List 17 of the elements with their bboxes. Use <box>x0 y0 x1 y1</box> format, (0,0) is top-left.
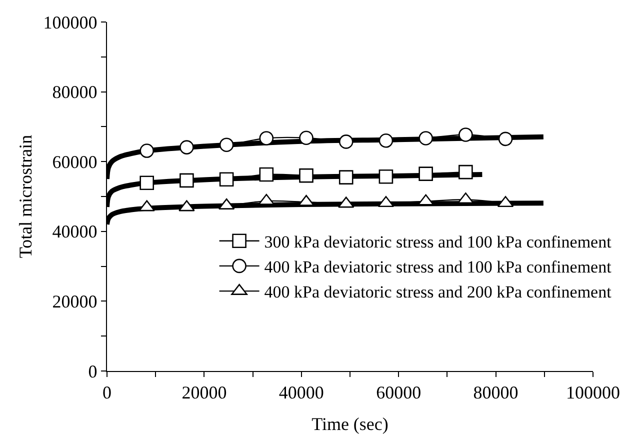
x-axis-title: Time (sec) <box>312 414 388 434</box>
y-tick-label: 60000 <box>52 152 98 172</box>
y-axis-title: Total microstrain <box>16 134 36 258</box>
legend-label: 400 kPa deviatoric stress and 200 kPa confinement <box>264 282 612 302</box>
x-tick-label: 60000 <box>376 382 422 403</box>
y-tick-label: 20000 <box>52 292 98 312</box>
x-tick-label: 80000 <box>473 382 518 403</box>
legend-label: 300 kPa deviatoric stress and 100 kPa confinement <box>264 232 612 252</box>
y-tick-label: 0 <box>88 361 98 382</box>
x-tick-label: 0 <box>102 382 112 403</box>
legend-label: 400 kPa deviatoric stress and 100 kPa confinement <box>264 258 612 277</box>
y-tick-label: 40000 <box>52 222 98 242</box>
y-tick-label: 100000 <box>43 12 98 32</box>
y-tick-label: 80000 <box>52 82 98 102</box>
x-tick-label: 100000 <box>566 382 620 403</box>
x-tick-label: 20000 <box>182 382 227 403</box>
x-tick-label: 40000 <box>278 382 324 403</box>
